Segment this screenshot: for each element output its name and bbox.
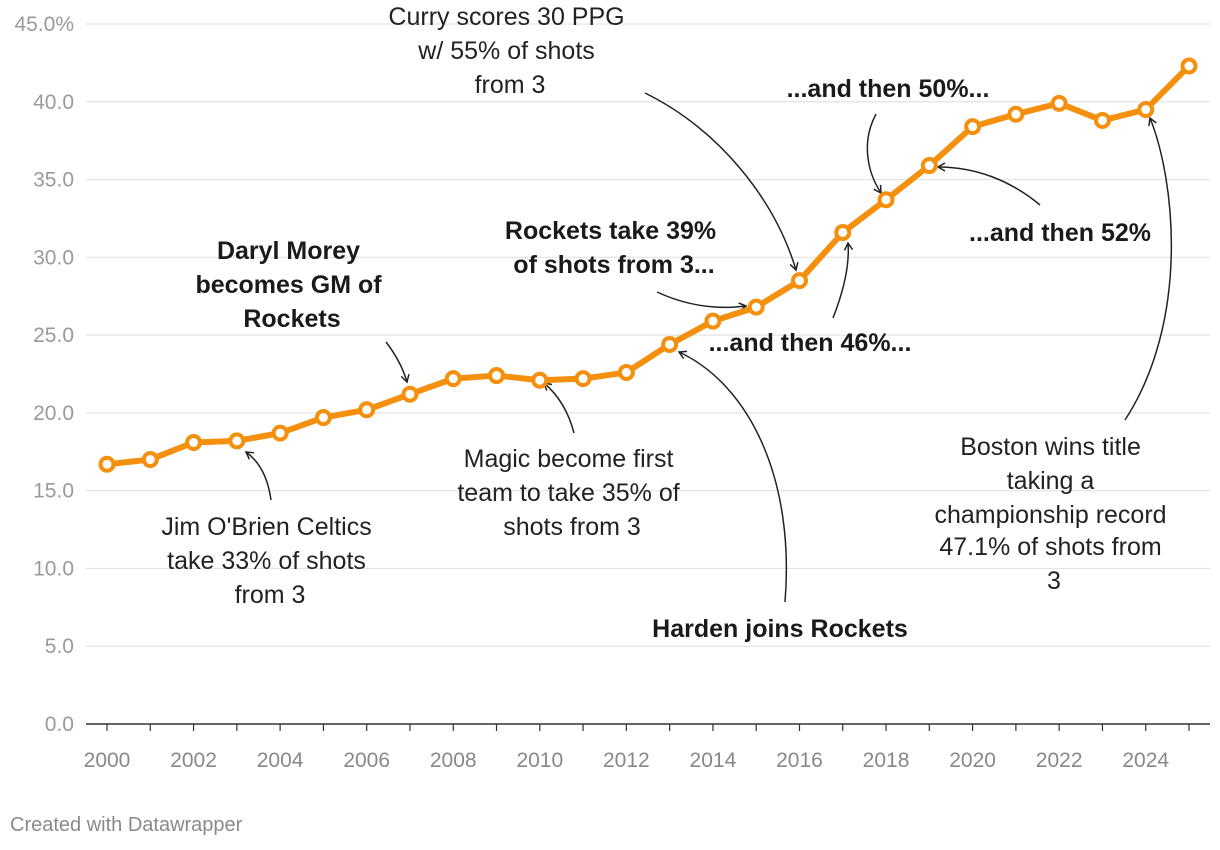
annotation-rockets39: Rockets take 39% of shots from 3... [505,217,723,279]
y-tick-label: 10.0 [33,557,74,580]
credit-text: Created with Datawrapper [10,814,243,836]
arrow-obrien [244,451,272,501]
series-layer [98,57,1198,473]
arrow-rockets39 [656,291,748,312]
data-point [617,363,635,381]
x-tick-label: 2012 [603,749,650,772]
arrow-then50 [866,113,882,195]
x-tick-label: 2016 [776,749,823,772]
annotation-curry: Curry scores 30 PPG w/ 55% of shots from… [388,3,631,99]
y-tick-label: 40.0 [33,91,74,114]
annotation-harden: Harden joins Rockets [652,615,908,643]
arrow-morey [385,341,410,384]
data-point [228,432,246,450]
annotation-labels: Curry scores 30 PPG w/ 55% of shots from… [161,3,1173,643]
arrow-then46 [832,241,854,319]
annotation-then50: ...and then 50%... [787,75,990,103]
y-tick-label: 35.0 [33,169,74,192]
data-point [401,385,419,403]
annotation-arrows [244,92,1173,603]
y-tick-label: 5.0 [45,635,74,658]
data-point [271,424,289,442]
data-point [531,371,549,389]
y-tick-label: 25.0 [33,324,74,347]
x-tick-label: 2014 [690,749,737,772]
data-point [488,367,506,385]
data-point [704,312,722,330]
data-point [1137,101,1155,119]
x-tick-label: 2020 [949,749,996,772]
annotation-boston: Boston wins title taking a championship … [934,433,1173,595]
x-tick-label: 2010 [516,749,563,772]
data-point [661,335,679,353]
data-point [444,370,462,388]
annotation-magic: Magic become first team to take 35% of s… [457,445,686,541]
data-point [141,451,159,469]
data-point [747,298,765,316]
y-tick-label: 45.0% [14,13,74,36]
data-point [834,223,852,241]
data-point [920,157,938,175]
y-tick-label: 20.0 [33,402,74,425]
x-tick-label: 2006 [343,749,390,772]
y-tick-label: 0.0 [45,713,74,736]
x-tick-label: 2018 [863,749,910,772]
x-tick-label: 2024 [1122,749,1169,772]
data-point [98,455,116,473]
data-point [185,433,203,451]
data-point [1093,111,1111,129]
data-point [877,191,895,209]
data-point [790,272,808,290]
data-point [1007,105,1025,123]
y-tick-label: 15.0 [33,480,74,503]
data-point [574,370,592,388]
arrow-curry [644,92,799,272]
axes: 0.0 5.0 10.0 15.0 20.0 25.0 30.0 35.0 40.0 45.0% 2… [14,13,1210,772]
arrow-then52 [936,162,1041,206]
data-point [358,401,376,419]
x-tick-label: 2008 [430,749,477,772]
annotation-then52: ...and then 52% [969,219,1151,247]
arrow-boston [1124,116,1173,421]
x-tick-label: 2004 [257,749,304,772]
data-point [1180,57,1198,75]
data-point [1050,94,1068,112]
x-tick-label: 2000 [84,749,131,772]
x-tick-label: 2022 [1036,749,1083,772]
data-point [314,409,332,427]
y-tick-label: 30.0 [33,246,74,269]
annotation-morey: Daryl Morey becomes GM of Rockets [195,237,388,333]
annotation-then46: ...and then 46%... [709,329,912,357]
arrow-harden [677,350,788,603]
annotation-obrien: Jim O'Brien Celtics take 33% of shots fr… [161,513,378,609]
data-point [964,118,982,136]
x-tick-label: 2002 [170,749,217,772]
gridlines [86,23,1210,647]
arrow-magic [542,382,575,434]
